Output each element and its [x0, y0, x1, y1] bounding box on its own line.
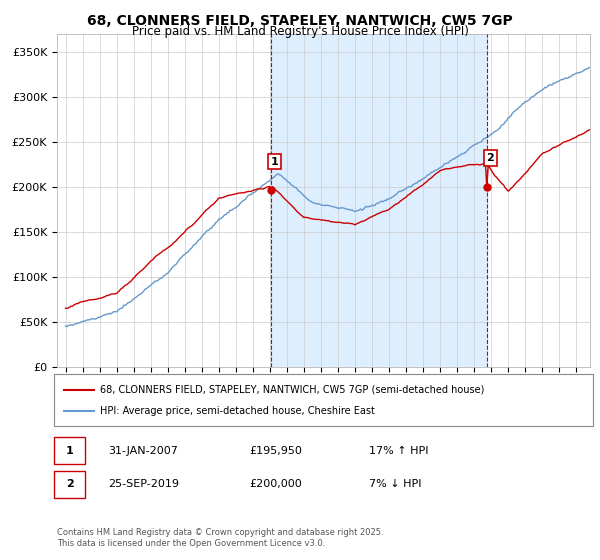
- Text: Price paid vs. HM Land Registry's House Price Index (HPI): Price paid vs. HM Land Registry's House …: [131, 25, 469, 38]
- Text: 31-JAN-2007: 31-JAN-2007: [108, 446, 178, 456]
- Bar: [271, 34, 487, 367]
- Text: 68, CLONNERS FIELD, STAPELEY, NANTWICH, CW5 7GP: 68, CLONNERS FIELD, STAPELEY, NANTWICH, …: [87, 14, 513, 28]
- Text: 2: 2: [66, 479, 73, 489]
- Text: 17% ↑ HPI: 17% ↑ HPI: [369, 446, 428, 456]
- Text: 68, CLONNERS FIELD, STAPELEY, NANTWICH, CW5 7GP (semi-detached house): 68, CLONNERS FIELD, STAPELEY, NANTWICH, …: [100, 385, 485, 395]
- Text: 1: 1: [66, 446, 73, 456]
- Text: Contains HM Land Registry data © Crown copyright and database right 2025.
This d: Contains HM Land Registry data © Crown c…: [57, 528, 383, 548]
- Text: £195,950: £195,950: [249, 446, 302, 456]
- Text: 2: 2: [487, 153, 494, 163]
- Text: £200,000: £200,000: [249, 479, 302, 489]
- Text: 1: 1: [271, 157, 278, 166]
- Text: 25-SEP-2019: 25-SEP-2019: [108, 479, 179, 489]
- Text: 7% ↓ HPI: 7% ↓ HPI: [369, 479, 421, 489]
- Text: HPI: Average price, semi-detached house, Cheshire East: HPI: Average price, semi-detached house,…: [100, 407, 375, 416]
